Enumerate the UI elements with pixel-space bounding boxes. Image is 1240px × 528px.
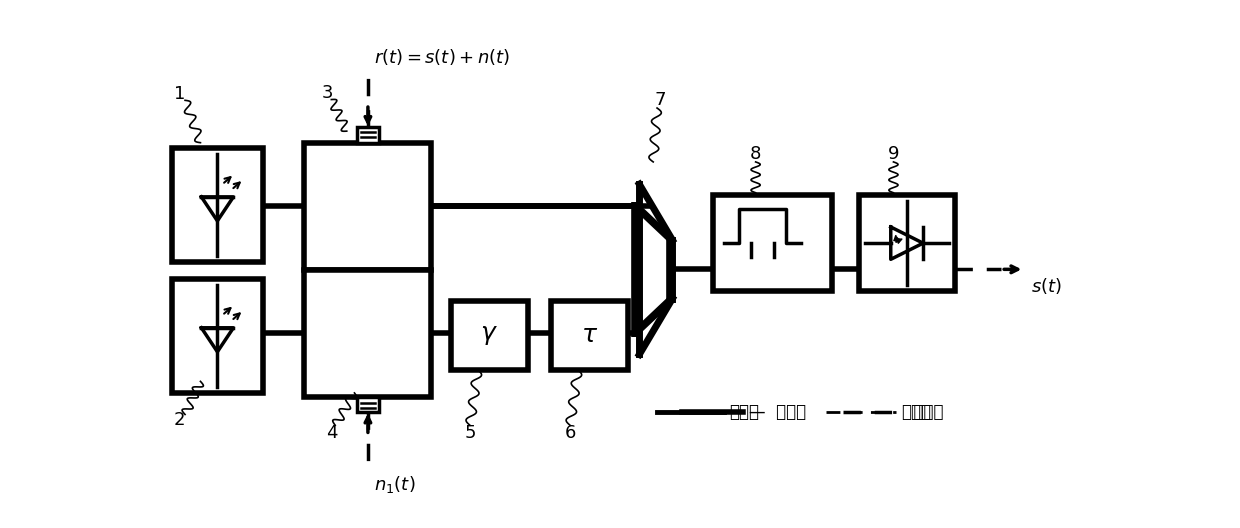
Bar <box>304 143 432 270</box>
Bar <box>551 300 627 370</box>
Text: $n_1(t)$: $n_1(t)$ <box>374 474 415 495</box>
Text: 电通路: 电通路 <box>904 403 944 421</box>
Text: 8: 8 <box>750 145 761 163</box>
Bar <box>172 279 263 393</box>
Bar <box>357 397 378 412</box>
Bar <box>357 127 378 143</box>
Text: $r(t)=s(t)+n(t)$: $r(t)=s(t)+n(t)$ <box>374 47 510 67</box>
Text: 5: 5 <box>464 424 476 442</box>
Bar <box>713 195 832 291</box>
Text: 1: 1 <box>174 85 185 103</box>
Text: 6: 6 <box>564 424 575 442</box>
Bar <box>859 195 955 291</box>
Text: 电通路: 电通路 <box>901 403 931 421</box>
Text: $\tau$: $\tau$ <box>580 323 598 347</box>
Text: 4: 4 <box>326 424 337 442</box>
Text: 7: 7 <box>655 91 666 109</box>
Bar <box>450 300 528 370</box>
Text: $\gamma$: $\gamma$ <box>480 323 498 347</box>
Text: $s(t)$: $s(t)$ <box>1030 276 1061 296</box>
Text: 3: 3 <box>321 83 334 101</box>
Bar <box>172 148 263 262</box>
Text: 9: 9 <box>888 145 899 163</box>
Bar <box>304 270 432 397</box>
Text: —  光通路: — 光通路 <box>749 403 806 421</box>
Text: 光通路: 光通路 <box>729 403 759 421</box>
Text: 2: 2 <box>174 411 186 429</box>
